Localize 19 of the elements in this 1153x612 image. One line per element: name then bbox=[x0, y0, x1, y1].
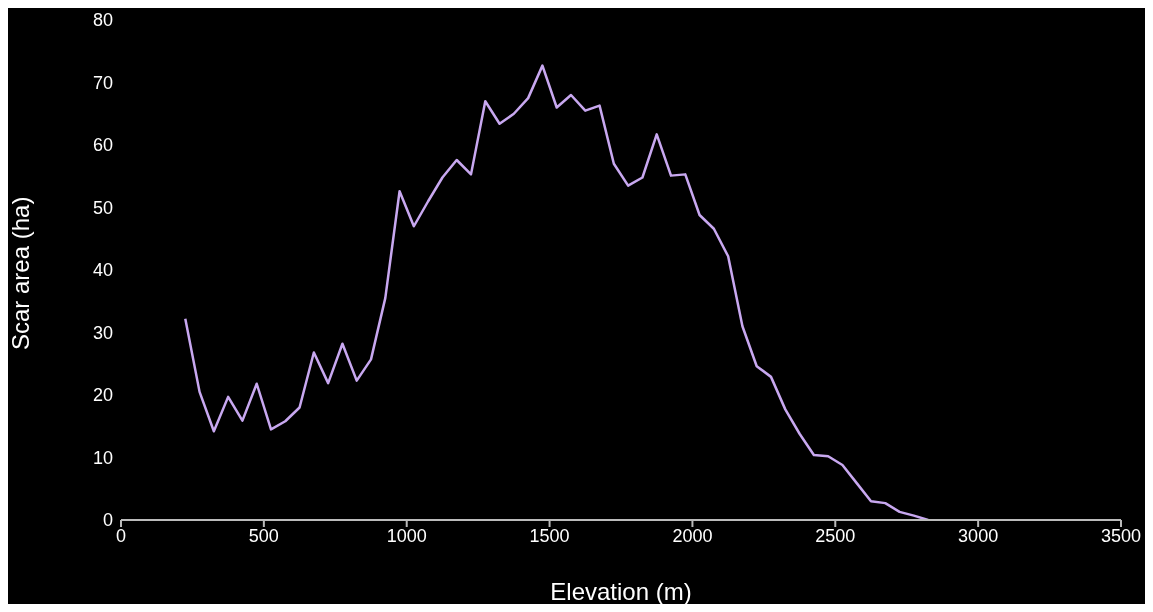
x-tick-label: 2000 bbox=[672, 525, 713, 546]
y-tick-label: 10 bbox=[92, 447, 113, 468]
y-tick-label: 40 bbox=[92, 260, 113, 281]
y-tick-label: 60 bbox=[92, 135, 113, 156]
x-tick-label: 1500 bbox=[529, 525, 570, 546]
x-tick-label: 1000 bbox=[386, 525, 427, 546]
line-series bbox=[184, 64, 930, 520]
y-tick-label: 70 bbox=[92, 72, 113, 93]
x-tick-label: 0 bbox=[115, 525, 127, 546]
y-tick-label: 20 bbox=[92, 385, 113, 406]
x-tick-label: 2500 bbox=[815, 525, 856, 546]
x-tick-label: 3000 bbox=[958, 525, 999, 546]
x-tick-label: 3500 bbox=[1100, 525, 1142, 546]
y-axis-title: Scar area (ha) bbox=[6, 196, 34, 350]
y-tick-label: 50 bbox=[92, 197, 113, 218]
x-tick-label: 500 bbox=[248, 525, 279, 546]
y-tick-label: 30 bbox=[92, 322, 113, 343]
y-tick-label: 80 bbox=[92, 10, 113, 31]
y-tick-label: 0 bbox=[102, 510, 113, 531]
